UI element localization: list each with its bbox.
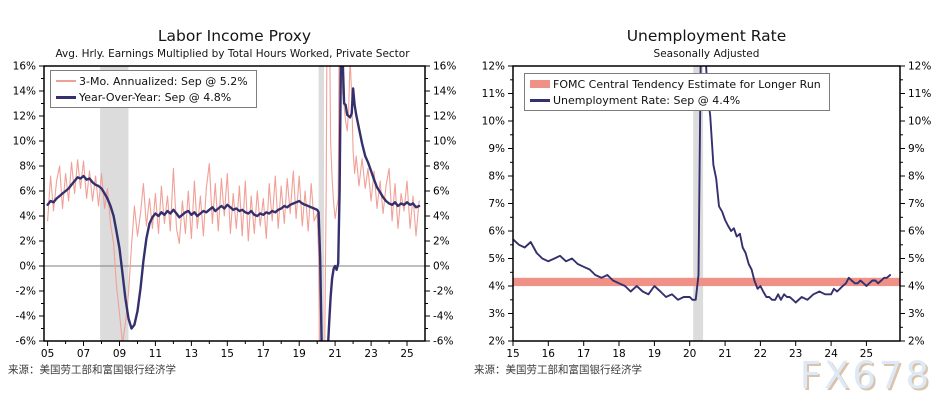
y-tick-label-left: 14%	[13, 86, 36, 98]
x-tick-label: 24	[824, 348, 838, 360]
x-tick-label: 20	[683, 348, 696, 360]
y-tick-label-right: 12%	[908, 61, 931, 73]
chart-plot-1: 2% 2% 3% 3% 4% 4% 5% 5% 6% 6% 7% 7% 8% 8% 9% 9% 10% 10% 11…	[482, 61, 932, 360]
y-tick-label-right: 12%	[433, 111, 456, 123]
right-chart-subtitle: Seasonally Adjusted	[653, 48, 760, 60]
x-tick-label: 19	[648, 348, 661, 360]
y-tick-label-right: 6%	[433, 186, 450, 198]
y-tick-label-left: 6%	[19, 186, 36, 198]
x-tick-label: 25	[400, 348, 413, 360]
y-tick-label-left: 11%	[482, 88, 505, 100]
recession-band	[318, 66, 324, 341]
fomc-band	[513, 277, 900, 287]
x-tick-label: 17	[577, 348, 590, 360]
recession-band	[693, 66, 704, 341]
legend-entry: Year-Over-Year: Sep @ 4.8%	[56, 89, 248, 105]
left-chart-subtitle: Avg. Hrly. Earnings Multiplied by Total …	[55, 48, 410, 60]
series-line-0	[513, 66, 892, 304]
x-tick-label: 16	[542, 348, 556, 360]
x-tick-label: 18	[612, 348, 625, 360]
y-tick-label-right: 4%	[908, 281, 925, 293]
y-tick-label-right: 4%	[433, 211, 450, 223]
legend-band-swatch	[530, 80, 550, 88]
y-tick-label-left: -2%	[16, 286, 36, 298]
y-tick-label-left: 8%	[19, 161, 36, 173]
y-tick-label-left: 10%	[482, 116, 505, 128]
legend-line-swatch	[56, 80, 76, 82]
y-tick-label-right: 6%	[908, 226, 925, 238]
legend-entry: FOMC Central Tendency Estimate for Longe…	[530, 76, 821, 92]
fx678-watermark: FX678	[799, 354, 932, 397]
y-tick-label-right: 8%	[433, 161, 450, 173]
y-tick-label-right: 8%	[908, 171, 925, 183]
legend-label: Unemployment Rate: Sep @ 4.4%	[553, 93, 741, 107]
left-chart-source: 来源：美国劳工部和富国银行经济学	[8, 364, 176, 376]
y-tick-label-left: 2%	[19, 236, 36, 248]
x-tick-label: 11	[149, 348, 162, 360]
legend-line-swatch	[530, 98, 550, 102]
y-tick-label-left: 3%	[488, 308, 505, 320]
x-tick-label: 17	[257, 348, 270, 360]
y-tick-label-left: 7%	[488, 198, 505, 210]
y-tick-label-left: 12%	[482, 61, 505, 73]
chart-plot-0: -6% -6% -4% -4% -2% -2% 0% 0% 2% 2% 4% 4% 6% 6% 8% 8% 10…	[13, 61, 457, 360]
y-tick-label-right: 0%	[433, 261, 450, 273]
x-tick-label: 05	[41, 348, 54, 360]
y-tick-label-left: -4%	[16, 311, 36, 323]
y-tick-label-right: 16%	[433, 61, 456, 73]
y-tick-label-right: 10%	[908, 116, 931, 128]
y-tick-label-right: 14%	[433, 86, 456, 98]
right-chart-title: Unemployment Rate	[626, 27, 787, 45]
y-tick-label-left: 6%	[488, 226, 505, 238]
legend-line-swatch	[56, 95, 76, 99]
y-tick-label-left: 5%	[488, 253, 505, 265]
y-tick-label-left: 4%	[488, 281, 505, 293]
x-tick-label: 25	[860, 348, 873, 360]
y-tick-label-right: 3%	[908, 308, 925, 320]
x-tick-label: 15	[506, 348, 519, 360]
y-tick-label-right: 2%	[908, 336, 925, 348]
legend-label: FOMC Central Tendency Estimate for Longe…	[553, 77, 821, 91]
x-tick-label: 15	[221, 348, 234, 360]
y-tick-label-right: -4%	[433, 311, 453, 323]
x-tick-label: 19	[293, 348, 306, 360]
y-tick-label-left: -6%	[16, 336, 36, 348]
series-line-1	[46, 66, 421, 341]
x-tick-label: 13	[185, 348, 198, 360]
y-tick-label-left: 10%	[13, 136, 36, 148]
x-tick-label: 09	[113, 348, 126, 360]
y-tick-label-right: 9%	[908, 143, 925, 155]
y-tick-label-right: -2%	[433, 286, 453, 298]
right-chart-source: 来源：美国劳工部和富国银行经济学	[474, 364, 642, 376]
series-line-0	[47, 66, 420, 341]
legend-label: Year-Over-Year: Sep @ 4.8%	[79, 90, 232, 104]
y-tick-label-left: 9%	[488, 143, 505, 155]
right-chart-legend: FOMC Central Tendency Estimate for Longe…	[524, 73, 830, 111]
x-tick-label: 22	[754, 348, 767, 360]
y-tick-label-left: 8%	[488, 171, 505, 183]
x-tick-label: 21	[718, 348, 731, 360]
y-tick-label-left: 16%	[13, 61, 36, 73]
y-tick-label-left: 4%	[19, 211, 36, 223]
y-tick-label-right: 5%	[908, 253, 925, 265]
left-chart-title: Labor Income Proxy	[157, 27, 312, 45]
y-tick-label-right: -6%	[433, 336, 453, 348]
y-tick-label-left: 2%	[488, 336, 505, 348]
y-tick-label-left: 0%	[19, 261, 36, 273]
y-tick-label-right: 7%	[908, 198, 925, 210]
legend-entry: Unemployment Rate: Sep @ 4.4%	[530, 92, 821, 108]
y-tick-label-right: 2%	[433, 236, 450, 248]
y-tick-label-right: 10%	[433, 136, 456, 148]
y-tick-label-left: 12%	[13, 111, 36, 123]
legend-label: 3-Mo. Annualized: Sep @ 5.2%	[79, 74, 248, 88]
x-tick-label: 21	[328, 348, 341, 360]
x-tick-label: 23	[364, 348, 377, 360]
left-chart-legend: 3-Mo. Annualized: Sep @ 5.2% Year-Over-Ye…	[50, 70, 257, 108]
y-tick-label-right: 11%	[908, 88, 931, 100]
x-tick-label: 23	[789, 348, 802, 360]
x-tick-label: 07	[77, 348, 90, 360]
legend-entry: 3-Mo. Annualized: Sep @ 5.2%	[56, 73, 248, 89]
